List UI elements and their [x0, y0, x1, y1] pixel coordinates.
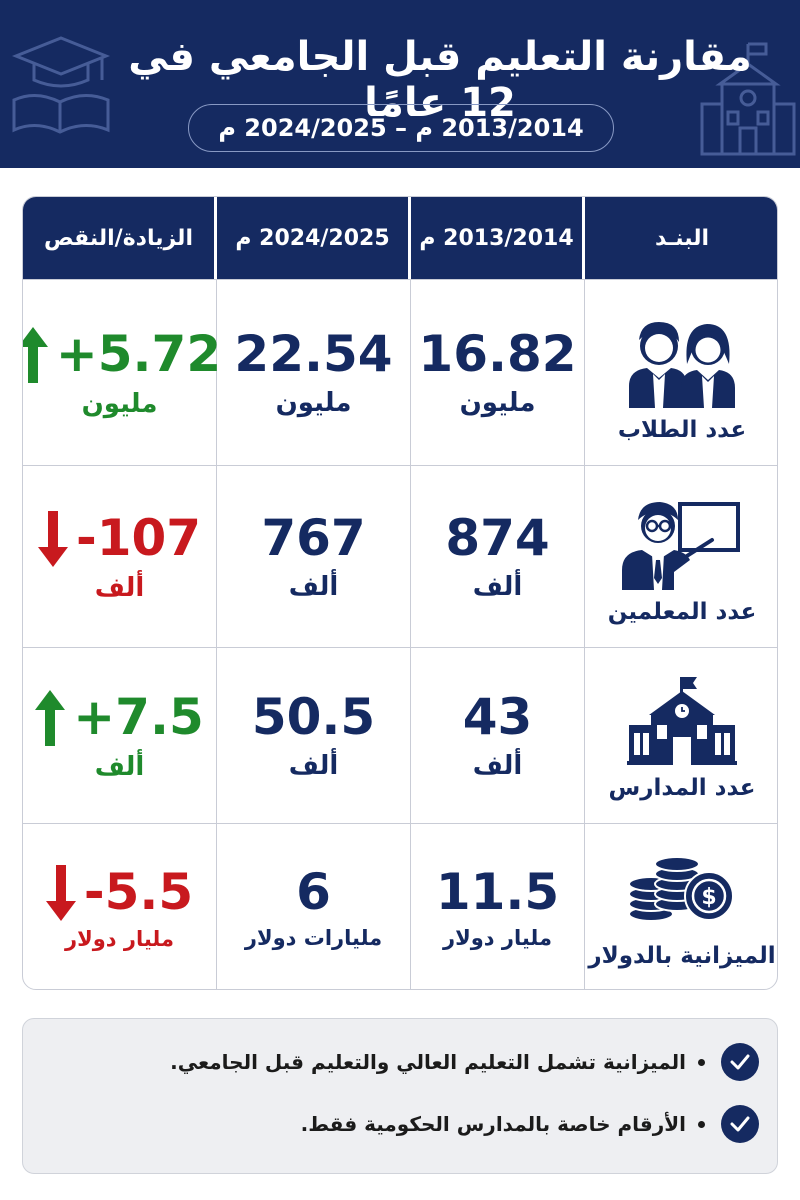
value-cell-year1: 43 ألف	[411, 648, 585, 823]
students-icon	[629, 322, 735, 408]
row-label: عدد المدارس	[608, 775, 756, 801]
row-label-cell: عدد المعلمين	[585, 466, 777, 647]
table-row: $ الميزانية بالدولار 11.5 مليار دولار 6 …	[23, 823, 777, 989]
value-year1: 16.82	[418, 325, 577, 383]
unit-diff: مليار دولار	[65, 926, 174, 951]
value-diff: -5.5	[83, 863, 194, 921]
row-label: عدد المعلمين	[607, 599, 757, 625]
header-banner: مقارنة التعليم قبل الجامعي في 12 عامًا 2…	[0, 0, 800, 168]
column-header-year1: 2013/2014 م	[411, 197, 585, 279]
svg-text:$: $	[701, 885, 716, 910]
graduation-book-icon	[11, 36, 111, 134]
note-text: الأرقام خاصة بالمدارس الحكومية فقط.	[300, 1112, 686, 1136]
unit-year1: ألف	[472, 572, 523, 602]
value-year2: 50.5	[251, 688, 376, 746]
bullet-dot	[698, 1058, 705, 1066]
value-cell-year1: 16.82 مليون	[411, 280, 585, 465]
unit-diff: ألف	[94, 572, 145, 603]
arrow-up-icon	[23, 326, 48, 383]
value-cell-year1: 11.5 مليار دولار	[411, 824, 585, 989]
value-cell-year1: 874 ألف	[411, 466, 585, 647]
note-item: الميزانية تشمل التعليم العالي والتعليم ق…	[23, 1037, 779, 1087]
value-cell-year2: 22.54 مليون	[217, 280, 411, 465]
unit-diff: ألف	[94, 751, 145, 782]
value-cell-year2: 6 مليارات دولار	[217, 824, 411, 989]
note-text: الميزانية تشمل التعليم العالي والتعليم ق…	[170, 1050, 686, 1074]
value-year1: 43	[462, 688, 533, 746]
page-title: مقارنة التعليم قبل الجامعي في 12 عامًا	[128, 34, 752, 126]
table-row: عدد المعلمين 874 ألف 767 ألف -107 ألف	[23, 465, 777, 647]
row-label-cell: عدد المدارس	[585, 648, 777, 823]
comparison-table: البنـد 2013/2014 م 2024/2025 م الزيادة/ا…	[22, 196, 778, 990]
column-header-year2: 2024/2025 م	[217, 197, 411, 279]
unit-year2: مليون	[275, 388, 352, 418]
value-cell-year2: 50.5 ألف	[217, 648, 411, 823]
value-diff: -107	[75, 509, 202, 567]
note-item: الأرقام خاصة بالمدارس الحكومية فقط.	[23, 1099, 779, 1149]
arrow-down-icon	[45, 864, 76, 921]
value-year1: 11.5	[435, 863, 560, 921]
checkmark-icon	[721, 1043, 759, 1081]
checkmark-icon	[721, 1105, 759, 1143]
value-diff: +5.72	[55, 325, 222, 383]
teacher-icon	[622, 502, 740, 590]
coins-dollar-icon: $	[628, 856, 734, 922]
value-cell-diff: -5.5 مليار دولار	[23, 824, 217, 989]
row-label: عدد الطلاب	[617, 417, 747, 443]
row-label-cell: $ الميزانية بالدولار	[585, 824, 777, 989]
value-year2: 22.54	[234, 325, 393, 383]
value-cell-diff: +5.72 مليون	[23, 280, 221, 465]
table-header: البنـد 2013/2014 م 2024/2025 م الزيادة/ا…	[23, 197, 777, 279]
value-diff: +7.5	[73, 688, 204, 746]
column-header-item: البنـد	[585, 197, 777, 279]
row-label-cell: عدد الطلاب	[585, 280, 777, 465]
arrow-down-icon	[37, 510, 68, 567]
unit-year1: مليار دولار	[443, 926, 552, 950]
value-year2: 767	[261, 509, 366, 567]
table-row: عدد الطلاب 16.82 مليون 22.54 مليون +5.72…	[23, 279, 777, 465]
period-pill: 2013/2014 م – 2024/2025 م	[188, 104, 614, 152]
school-icon	[627, 677, 737, 765]
notes-box: الميزانية تشمل التعليم العالي والتعليم ق…	[22, 1018, 778, 1174]
unit-year2: مليارات دولار	[244, 926, 383, 950]
value-cell-diff: -107 ألف	[23, 466, 217, 647]
unit-diff: مليون	[81, 388, 158, 419]
arrow-up-icon	[35, 689, 66, 746]
value-cell-year2: 767 ألف	[217, 466, 411, 647]
unit-year2: ألف	[288, 751, 339, 781]
value-year1: 874	[445, 509, 550, 567]
school-building-decor-icon	[700, 42, 796, 156]
table-row: عدد المدارس 43 ألف 50.5 ألف +7.5 ألف	[23, 647, 777, 823]
unit-year2: ألف	[288, 572, 339, 602]
row-label: الميزانية بالدولار	[588, 943, 776, 969]
value-cell-diff: +7.5 ألف	[23, 648, 217, 823]
column-header-diff: الزيادة/النقص	[23, 197, 217, 279]
unit-year1: مليون	[459, 388, 536, 418]
bullet-dot	[698, 1120, 705, 1128]
unit-year1: ألف	[472, 751, 523, 781]
value-year2: 6	[296, 863, 331, 921]
